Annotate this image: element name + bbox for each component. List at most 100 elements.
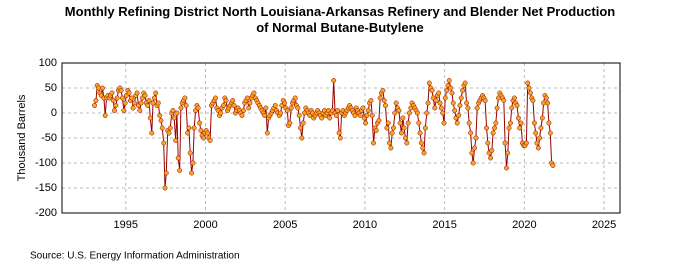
data-point <box>546 120 552 126</box>
data-point <box>337 135 343 141</box>
data-point <box>414 110 420 116</box>
data-point <box>178 105 184 111</box>
data-point <box>444 88 450 93</box>
data-point <box>129 95 135 101</box>
data-point <box>161 140 167 146</box>
data-point <box>396 108 402 113</box>
data-point <box>514 103 520 108</box>
data-point <box>92 103 97 108</box>
data-point <box>171 115 177 121</box>
data-point <box>114 95 120 101</box>
data-point <box>539 115 545 121</box>
data-point <box>458 95 464 101</box>
y-tick-label: 100 <box>39 57 57 69</box>
data-point <box>466 120 472 126</box>
data-point <box>527 90 533 96</box>
data-point <box>452 108 458 113</box>
data-point <box>456 113 462 118</box>
data-point <box>278 110 284 116</box>
data-point <box>420 145 426 151</box>
data-point <box>438 105 444 111</box>
data-point <box>231 103 237 108</box>
data-point <box>550 163 556 168</box>
data-point <box>515 115 521 121</box>
data-point <box>335 108 341 113</box>
data-point <box>167 125 173 131</box>
data-point <box>201 135 207 141</box>
data-point <box>537 135 543 141</box>
data-point <box>469 150 475 156</box>
data-point <box>174 110 180 116</box>
data-point <box>448 85 454 91</box>
data-point <box>102 113 108 118</box>
data-point <box>373 128 379 133</box>
data-point <box>186 125 192 131</box>
y-tick-label: -200 <box>35 207 57 219</box>
data-point <box>425 100 431 106</box>
data-point <box>153 90 159 96</box>
data-point <box>93 98 99 103</box>
data-point <box>190 160 196 166</box>
data-point <box>239 113 245 118</box>
data-point <box>319 115 325 121</box>
data-point <box>131 100 137 106</box>
data-point <box>198 128 204 133</box>
data-point <box>150 100 156 106</box>
data-point <box>400 115 406 121</box>
data-point <box>166 130 172 136</box>
y-tick-label: -50 <box>41 132 57 144</box>
x-tick-label: 2020 <box>512 219 536 231</box>
data-point <box>191 125 197 131</box>
data-point <box>517 125 523 131</box>
data-point <box>145 103 151 108</box>
y-tick-label: -150 <box>35 182 57 194</box>
data-point <box>468 130 474 136</box>
data-point <box>490 130 496 136</box>
data-point <box>218 110 224 116</box>
data-point <box>533 130 539 136</box>
data-point <box>501 98 507 103</box>
data-point <box>436 90 442 96</box>
data-point <box>223 98 229 103</box>
data-point <box>538 125 544 131</box>
data-point <box>424 110 430 116</box>
data-point <box>175 155 181 161</box>
data-point <box>264 130 270 136</box>
data-point <box>149 130 155 136</box>
data-point <box>126 90 132 96</box>
data-point <box>432 105 438 111</box>
data-point <box>442 95 448 101</box>
data-point <box>363 120 369 126</box>
data-point <box>417 130 423 136</box>
data-point <box>158 118 164 123</box>
data-point <box>189 170 195 176</box>
data-point <box>299 135 305 141</box>
x-tick-label: 2010 <box>353 219 377 231</box>
y-tick-label: 50 <box>45 82 57 94</box>
data-point <box>545 100 551 106</box>
data-point <box>440 110 446 116</box>
data-point <box>137 108 143 113</box>
data-point <box>387 140 392 146</box>
data-point <box>493 120 499 126</box>
data-point <box>402 135 408 141</box>
x-tick-label: 2005 <box>273 219 297 231</box>
data-point <box>404 140 410 146</box>
data-point <box>146 98 152 103</box>
data-point <box>371 140 376 146</box>
data-point <box>526 85 532 91</box>
data-point <box>460 88 466 93</box>
data-point <box>376 118 382 123</box>
data-point <box>535 145 541 151</box>
data-point <box>505 150 511 156</box>
data-point <box>151 95 157 101</box>
data-point <box>147 115 153 121</box>
data-point <box>185 130 191 136</box>
data-point <box>421 150 427 156</box>
data-point <box>364 113 370 118</box>
data-point <box>392 110 398 116</box>
chart-title: Monthly Refining District North Louisian… <box>64 4 616 35</box>
data-point <box>287 120 293 126</box>
